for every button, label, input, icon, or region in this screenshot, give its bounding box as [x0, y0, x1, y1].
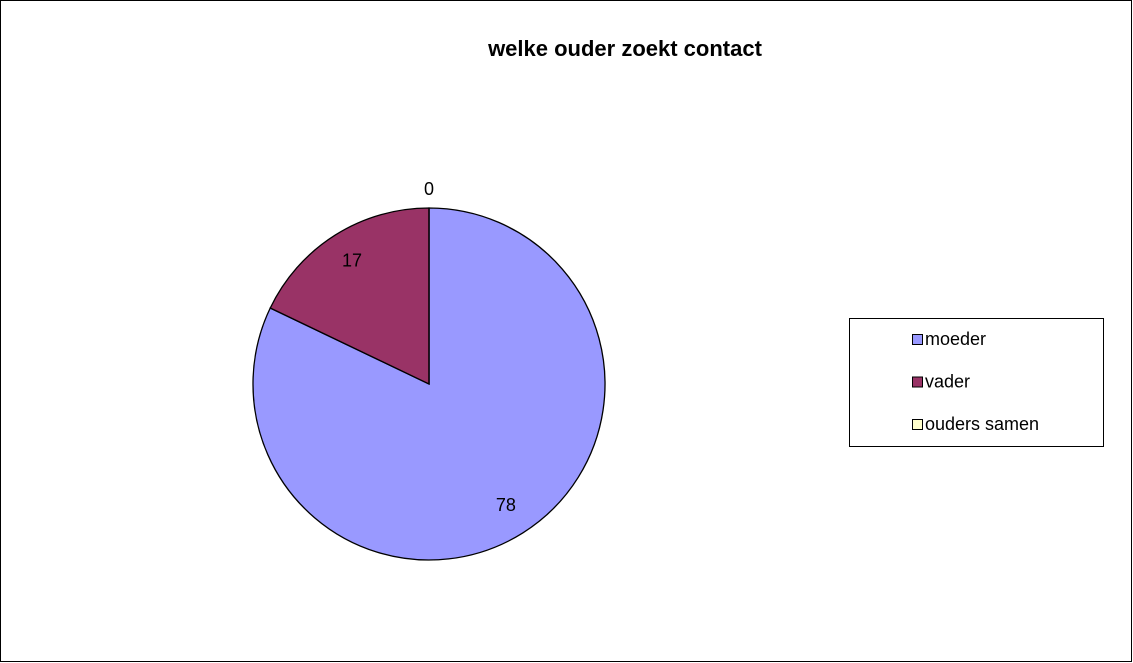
- pie-slice: [252, 207, 606, 561]
- legend-swatch: [912, 376, 923, 388]
- legend-label: ouders samen: [925, 414, 1039, 434]
- legend-label: moeder: [925, 329, 986, 349]
- legend-label: vader: [925, 371, 970, 391]
- pie-slice: [269, 207, 430, 386]
- chart-title: welke ouder zoekt contact: [487, 36, 763, 61]
- data-label: 78: [496, 495, 516, 515]
- data-label: 17: [342, 251, 362, 271]
- legend-box: [849, 318, 1104, 447]
- legend-swatch: [912, 419, 923, 430]
- legend-swatch: [912, 334, 923, 345]
- data-label: 0: [424, 179, 434, 199]
